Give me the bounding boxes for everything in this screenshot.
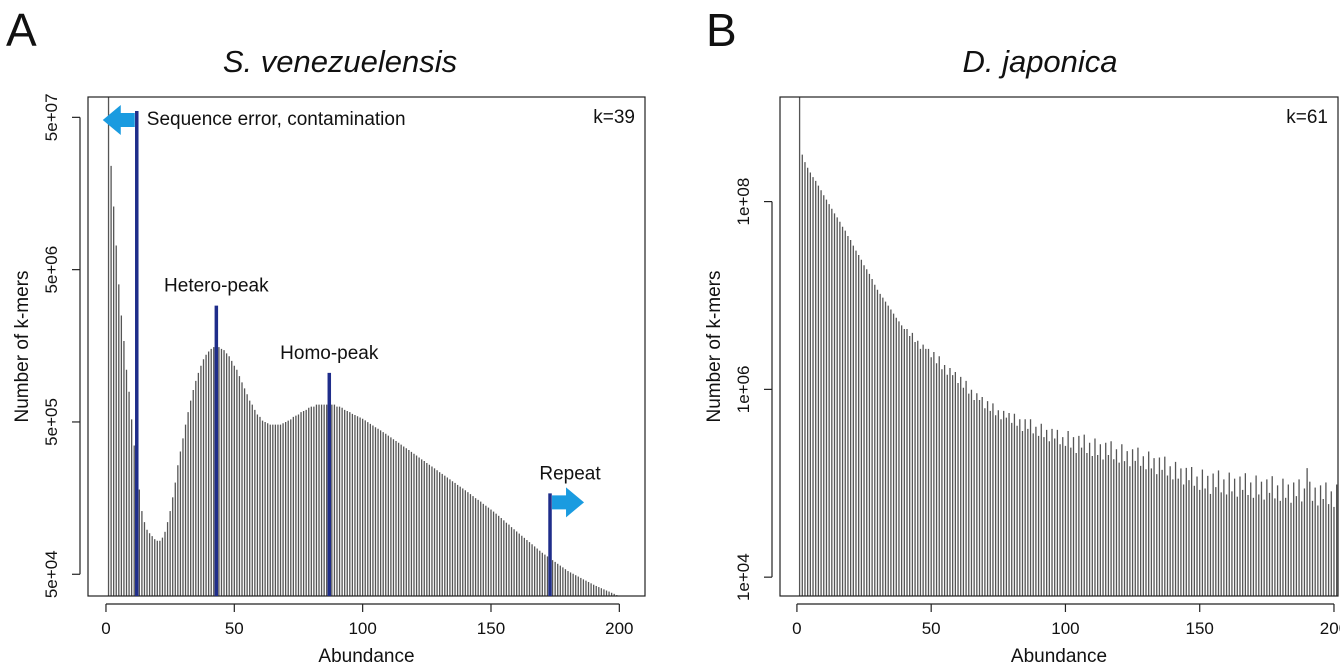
x-tick-label: 200 — [605, 619, 633, 638]
y-axis-label: Number of k-mers — [12, 270, 33, 422]
y-tick-label: 1e+04 — [734, 553, 753, 601]
x-tick-label: 0 — [101, 619, 110, 638]
plot-area — [798, 97, 1338, 596]
chart-title: D. japonica — [962, 44, 1117, 79]
x-tick-label: 150 — [477, 619, 505, 638]
x-tick-label: 100 — [348, 619, 376, 638]
y-tick-label: 5e+05 — [42, 398, 61, 446]
marker-label: Sequence error, contamination — [147, 109, 406, 130]
y-tick-label: 5e+07 — [42, 93, 61, 141]
plot-frame — [779, 96, 1339, 597]
y-axis-label: Number of k-mers — [704, 270, 725, 422]
y-tick-label: 5e+06 — [42, 246, 61, 294]
x-tick-label: 200 — [1320, 619, 1340, 638]
panel-letter: A — [6, 4, 37, 56]
k-annotation: k=39 — [593, 107, 635, 128]
x-tick-label: 50 — [922, 619, 941, 638]
x-axis-label: Abundance — [1011, 646, 1107, 666]
x-tick-label: 100 — [1051, 619, 1079, 638]
chart-title: S. venezuelensis — [223, 44, 457, 79]
arrow-right — [552, 487, 585, 518]
marker-label: Repeat — [539, 463, 601, 484]
marker-label: Homo-peak — [280, 343, 379, 364]
y-tick-label: 1e+06 — [734, 366, 753, 414]
k-annotation: k=61 — [1286, 107, 1328, 128]
arrow-left — [102, 105, 135, 136]
x-tick-label: 150 — [1186, 619, 1214, 638]
plot-area — [107, 97, 618, 596]
marker-label: Hetero-peak — [164, 276, 269, 297]
y-tick-label: 1e+08 — [734, 178, 753, 226]
plot-frame — [87, 96, 646, 597]
panel-letter: B — [706, 4, 737, 56]
x-tick-label: 0 — [792, 619, 801, 638]
y-tick-label: 5e+04 — [42, 550, 61, 598]
x-axis-label: Abundance — [318, 646, 414, 666]
x-tick-label: 50 — [225, 619, 244, 638]
